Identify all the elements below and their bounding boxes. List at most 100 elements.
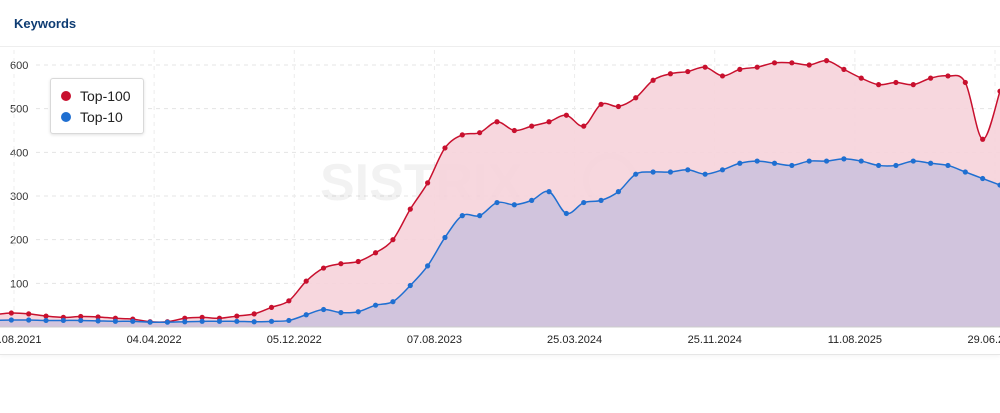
data-point-top-100 (737, 66, 743, 72)
data-point-top-100 (320, 265, 327, 271)
data-point-top-10 (112, 318, 119, 324)
data-point-top-10 (980, 175, 986, 182)
data-point-top-100 (95, 314, 101, 320)
data-point-top-100 (425, 180, 431, 186)
data-point-top-100 (945, 73, 951, 79)
data-point-top-100 (494, 119, 500, 125)
data-point-top-10 (286, 317, 292, 324)
data-point-top-10 (650, 169, 656, 175)
data-point-top-100 (754, 64, 760, 70)
data-point-top-100 (702, 64, 708, 70)
data-point-top-100 (910, 82, 916, 88)
data-point-top-10 (719, 167, 726, 173)
legend-item-top-10[interactable]: Top-10 (61, 108, 123, 126)
data-point-top-10 (303, 312, 309, 318)
data-point-top-100 (806, 62, 812, 68)
data-point-top-10 (95, 318, 101, 324)
data-point-top-10 (858, 158, 864, 164)
y-tick-label: 200 (10, 235, 28, 247)
data-point-top-100 (598, 101, 604, 107)
data-point-top-10 (789, 162, 795, 169)
data-point-top-10 (355, 309, 361, 315)
area-top-10 (0, 158, 1000, 327)
data-point-top-10 (320, 306, 327, 313)
data-point-top-10 (182, 319, 188, 325)
chart-legend: Top-100 Top-10 (50, 78, 144, 134)
data-point-top-100 (875, 82, 882, 88)
data-point-top-100 (338, 261, 344, 267)
data-point-top-100 (789, 60, 795, 66)
data-point-top-10 (130, 318, 136, 324)
data-point-top-10 (26, 317, 32, 323)
legend-item-top-100[interactable]: Top-100 (61, 87, 131, 105)
data-point-top-100 (8, 310, 14, 316)
data-point-top-10 (372, 302, 379, 308)
data-point-top-10 (494, 199, 500, 206)
data-point-top-100 (928, 75, 934, 81)
data-point-top-10 (615, 189, 622, 195)
data-point-top-100 (459, 132, 465, 138)
data-point-top-10 (78, 317, 84, 324)
data-point-top-100 (511, 127, 517, 134)
data-point-top-100 (997, 88, 1000, 94)
data-point-top-100 (823, 58, 830, 64)
data-point-top-100 (477, 130, 483, 136)
data-point-top-100 (303, 278, 309, 284)
data-point-top-10 (928, 160, 934, 166)
data-point-top-10 (754, 158, 760, 164)
data-point-top-100 (268, 304, 275, 310)
data-point-top-100 (251, 311, 257, 317)
legend-marker-top-100 (61, 91, 71, 101)
data-point-top-100 (719, 73, 726, 79)
data-point-top-10 (199, 318, 205, 324)
data-point-top-100 (563, 112, 569, 118)
data-point-top-10 (546, 189, 552, 195)
data-point-top-100 (355, 258, 361, 265)
data-point-top-10 (581, 199, 587, 206)
data-point-top-10 (771, 160, 778, 166)
y-tick-label: 100 (10, 278, 28, 290)
data-point-top-100 (43, 313, 49, 319)
data-point-top-10 (407, 282, 413, 289)
data-point-top-100 (615, 103, 622, 110)
data-point-top-100 (529, 123, 535, 129)
data-point-top-100 (390, 237, 396, 243)
data-point-top-10 (702, 171, 708, 177)
data-point-top-10 (390, 299, 396, 305)
data-point-top-10 (511, 202, 517, 208)
data-point-top-100 (633, 95, 639, 101)
x-tick-label: 04.04.2022 (127, 334, 182, 346)
x-tick-label: 11.08.2025 (828, 334, 882, 346)
card-header: Keywords (0, 0, 1000, 47)
data-point-top-10 (945, 162, 951, 169)
data-point-top-100 (407, 206, 413, 212)
legend-label-top-100: Top-100 (80, 88, 131, 104)
data-point-top-10 (459, 213, 465, 219)
data-point-top-10 (667, 169, 674, 175)
data-point-top-100 (581, 123, 587, 129)
x-tick-label: 07.08.2023 (407, 334, 462, 346)
data-point-top-100 (893, 79, 899, 86)
data-point-top-10 (425, 263, 431, 269)
data-point-top-10 (8, 317, 14, 323)
x-tick-label: 05.12.2022 (267, 334, 322, 346)
data-point-top-10 (338, 309, 344, 316)
data-point-top-100 (771, 60, 778, 66)
y-tick-label: 600 (10, 60, 28, 72)
data-point-top-100 (685, 68, 691, 75)
x-tick-label: 25.11.2024 (688, 334, 742, 346)
data-point-top-10 (268, 318, 275, 324)
data-point-top-10 (685, 167, 691, 173)
data-point-top-10 (823, 158, 830, 164)
data-point-top-10 (164, 319, 171, 325)
data-point-top-10 (997, 182, 1000, 188)
data-point-top-10 (477, 213, 483, 219)
data-point-top-100 (962, 79, 968, 86)
data-point-top-100 (372, 250, 379, 256)
data-point-top-10 (633, 171, 639, 177)
data-point-top-100 (858, 75, 864, 81)
x-tick-label: 29.06.2026 (967, 334, 1000, 346)
data-point-top-10 (234, 318, 240, 324)
data-point-top-100 (286, 298, 292, 304)
